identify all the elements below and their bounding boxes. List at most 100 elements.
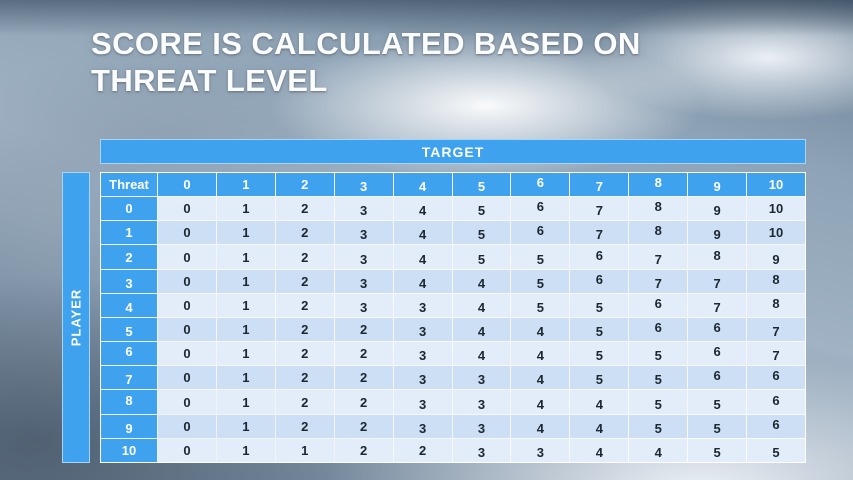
score-cell-6-7: 5 [570,342,629,366]
score-cell-7-4: 3 [393,366,452,390]
score-cell-5-3: 2 [334,317,393,342]
column-header-9: 9 [688,173,747,197]
row-header-1: 1 [101,221,157,245]
score-cell-10-5: 3 [452,438,511,462]
score-cell-8-0: 0 [158,390,216,414]
score-cell-5-5: 4 [452,317,511,342]
score-cell-1-5: 5 [452,221,511,245]
column-header-5: 5 [452,173,511,197]
score-cell-8-8: 5 [629,390,688,414]
score-cell-9-9: 5 [688,414,747,438]
score-cell-4-5: 4 [452,293,511,317]
score-cell-7-9: 6 [688,366,747,390]
score-cell-3-0: 0 [158,269,216,293]
score-cell-1-9: 9 [688,221,747,245]
row-header-4: 4 [101,293,157,317]
score-cell-7-8: 5 [629,366,688,390]
score-cell-1-2: 2 [275,221,334,245]
score-cell-1-3: 3 [334,221,393,245]
score-cell-0-7: 7 [570,197,629,221]
score-cell-3-4: 4 [393,269,452,293]
player-axis-label: PLAYER [68,288,84,347]
score-cell-3-6: 5 [511,269,570,293]
score-cell-9-7: 4 [570,414,629,438]
score-cell-2-2: 2 [275,245,334,269]
score-cell-8-4: 3 [393,390,452,414]
score-cell-10-1: 1 [216,438,275,462]
row-header-3: 3 [101,269,157,293]
score-cell-2-7: 6 [570,245,629,269]
row-header-2: 2 [101,245,157,269]
score-cell-2-5: 5 [452,245,511,269]
score-cell-9-3: 2 [334,414,393,438]
score-cell-8-2: 2 [275,390,334,414]
score-cell-7-5: 3 [452,366,511,390]
score-cell-5-4: 3 [393,317,452,342]
score-cell-4-4: 3 [393,293,452,317]
score-cell-3-3: 3 [334,269,393,293]
score-cell-0-6: 6 [511,197,570,221]
score-cell-9-2: 2 [275,414,334,438]
score-cell-8-5: 3 [452,390,511,414]
score-cell-10-7: 4 [570,438,629,462]
score-cell-5-9: 6 [688,317,747,342]
score-cell-4-8: 6 [629,293,688,317]
score-cell-2-6: 5 [511,245,570,269]
score-cell-4-10: 8 [747,293,805,317]
score-cell-7-3: 2 [334,366,393,390]
score-cell-7-0: 0 [158,366,216,390]
score-cell-1-4: 4 [393,221,452,245]
score-cell-4-7: 5 [570,293,629,317]
row-header-6: 6 [101,342,157,366]
score-cell-2-0: 0 [158,245,216,269]
score-cell-10-3: 2 [334,438,393,462]
score-cell-0-3: 3 [334,197,393,221]
score-cell-1-10: 10 [747,221,805,245]
score-cell-1-8: 8 [629,221,688,245]
score-cell-6-0: 0 [158,342,216,366]
score-cell-4-6: 5 [511,293,570,317]
score-cell-9-6: 4 [511,414,570,438]
row-header-9: 9 [101,414,157,438]
score-cell-1-6: 6 [511,221,570,245]
column-header-10: 10 [747,173,805,197]
score-cell-8-6: 4 [511,390,570,414]
score-cell-5-10: 7 [747,317,805,342]
score-cell-2-9: 8 [688,245,747,269]
score-cell-9-8: 5 [629,414,688,438]
score-cell-0-4: 4 [393,197,452,221]
score-cell-7-6: 4 [511,366,570,390]
score-cell-9-0: 0 [158,414,216,438]
score-cell-7-2: 2 [275,366,334,390]
score-cell-0-10: 10 [747,197,805,221]
column-header-6: 6 [511,173,570,197]
score-cell-6-10: 7 [747,342,805,366]
score-cell-3-10: 8 [747,269,805,293]
score-cell-6-2: 2 [275,342,334,366]
score-cell-5-7: 5 [570,317,629,342]
score-cell-3-2: 2 [275,269,334,293]
target-axis-header: TARGET [100,139,806,164]
corner-cell-threat: Threat [101,173,157,197]
column-header-8: 8 [629,173,688,197]
row-header-0: 0 [101,197,157,221]
score-cell-6-4: 3 [393,342,452,366]
score-cell-0-2: 2 [275,197,334,221]
column-header-0: 0 [158,173,216,197]
score-cell-2-1: 1 [216,245,275,269]
score-cell-4-2: 2 [275,293,334,317]
score-cell-8-1: 1 [216,390,275,414]
score-cell-0-9: 9 [688,197,747,221]
column-header-4: 4 [393,173,452,197]
score-cell-2-10: 9 [747,245,805,269]
column-header-3: 3 [334,173,393,197]
score-cell-6-6: 4 [511,342,570,366]
score-cell-7-10: 6 [747,366,805,390]
score-cell-0-8: 8 [629,197,688,221]
score-cell-9-5: 3 [452,414,511,438]
score-cell-9-1: 1 [216,414,275,438]
player-axis-header: PLAYER [62,172,90,463]
score-cell-1-1: 1 [216,221,275,245]
score-cell-3-9: 7 [688,269,747,293]
